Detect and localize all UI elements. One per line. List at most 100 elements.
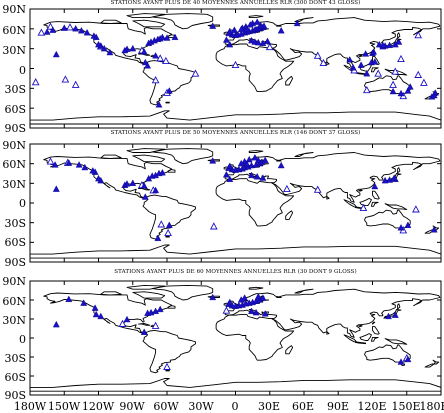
coastline — [359, 333, 372, 341]
panel-3-ylabel: 0 — [19, 333, 26, 346]
station-marker — [152, 186, 160, 194]
station-marker — [156, 305, 164, 313]
coastline — [364, 75, 411, 95]
station-marker-gloss — [209, 222, 218, 230]
station-marker — [259, 39, 267, 46]
station-marker — [52, 320, 60, 328]
station-marker — [129, 44, 137, 52]
station-marker — [97, 312, 105, 320]
station-marker — [222, 36, 230, 43]
panel-2-ylabel: 60S — [4, 236, 26, 249]
coastline — [151, 13, 214, 30]
coastline — [132, 154, 166, 163]
station-marker-gloss — [118, 319, 127, 327]
map-frame — [29, 8, 442, 129]
coastline — [248, 15, 264, 19]
station-marker-gloss — [46, 22, 55, 30]
station-marker — [95, 174, 102, 182]
coastline — [372, 326, 380, 335]
station-marker — [430, 91, 438, 99]
station-marker — [95, 40, 102, 48]
coastline — [370, 67, 379, 73]
coastline — [359, 197, 372, 207]
station-marker — [83, 28, 91, 36]
coastlines — [30, 148, 441, 259]
x-axis-label: 90E — [326, 400, 350, 413]
coastline — [294, 152, 314, 157]
panel-1-ylabel: 60N — [2, 24, 26, 37]
station-marker-gloss — [163, 362, 171, 370]
station-marker — [404, 355, 412, 363]
station-marker — [397, 358, 405, 365]
station-marker — [226, 175, 234, 183]
map-panel-1 — [29, 8, 442, 129]
coastline — [142, 329, 196, 374]
panel-3-ylabel: 90S — [4, 389, 26, 402]
station-marker — [51, 161, 59, 168]
coastline — [294, 288, 314, 294]
station-marker — [246, 21, 254, 28]
station-marker — [237, 25, 245, 33]
coastline — [30, 110, 441, 125]
x-axis-label: 60E — [291, 400, 315, 413]
station-marker — [92, 310, 100, 318]
station-marker — [397, 89, 405, 97]
panel-3-ylabel: 30N — [2, 314, 26, 327]
station-marker — [155, 101, 163, 108]
station-marker — [253, 172, 261, 180]
coastline — [207, 24, 220, 27]
coastline — [30, 378, 441, 392]
station-marker — [123, 315, 131, 323]
coastline — [151, 148, 214, 165]
coastline — [358, 189, 363, 192]
coastline — [30, 244, 441, 259]
coastline — [167, 305, 176, 309]
station-marker — [371, 182, 379, 190]
coastline — [432, 225, 440, 231]
x-axis-label: 60W — [153, 400, 179, 413]
station-marker — [222, 170, 230, 178]
coastline — [359, 63, 372, 72]
coastline — [285, 345, 294, 355]
station-marker — [129, 179, 137, 186]
station-marker — [154, 234, 162, 242]
station-marker — [363, 69, 371, 77]
station-marker-gloss — [374, 69, 383, 77]
station-marker-gloss — [412, 205, 420, 213]
coastline — [384, 203, 408, 211]
coastline — [370, 336, 379, 342]
station-marker — [165, 87, 173, 94]
coastline — [167, 169, 176, 173]
coastline — [132, 291, 166, 299]
station-marker-gloss — [389, 80, 397, 88]
station-marker — [209, 293, 217, 301]
station-marker — [248, 36, 255, 44]
coastline — [326, 331, 330, 335]
coastline — [248, 286, 264, 290]
station-marker — [404, 87, 412, 94]
station-marker — [293, 19, 301, 27]
station-marker-gloss — [319, 58, 328, 67]
panel-2-title: STATIONS AYANT PLUS DE 50 MOYENNES ANNUE… — [110, 130, 361, 136]
panel-3-ylabel: 90N — [2, 275, 26, 288]
station-marker — [171, 33, 179, 40]
station-marker-gloss — [37, 28, 46, 36]
coastline — [132, 19, 166, 28]
coastline — [432, 359, 440, 365]
coastline — [285, 75, 294, 86]
station-marker — [241, 294, 249, 301]
station-marker — [90, 32, 98, 39]
station-marker — [243, 25, 251, 33]
coastline — [370, 201, 379, 207]
station-marker-gloss — [414, 31, 423, 39]
station-marker — [381, 176, 389, 184]
panel-3-ylabel: 30S — [4, 352, 26, 365]
coastline — [424, 363, 435, 368]
station-marker — [277, 26, 285, 34]
station-marker — [386, 176, 394, 183]
station-marker — [261, 310, 269, 317]
coastline — [43, 156, 173, 199]
station-marker — [226, 298, 234, 306]
station-marker — [72, 24, 80, 32]
